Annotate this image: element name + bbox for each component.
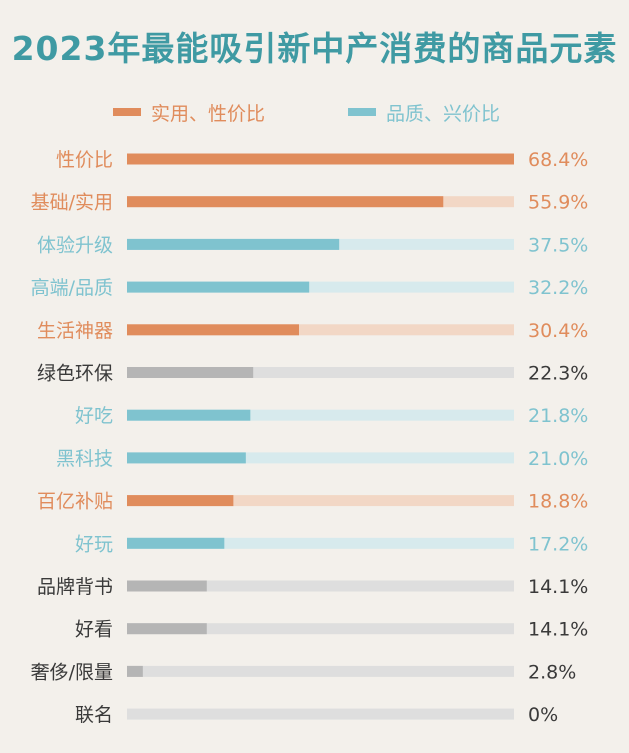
value-label: 68.4% bbox=[528, 149, 588, 171]
bar bbox=[127, 238, 340, 250]
value-label: 17.2% bbox=[528, 533, 588, 555]
value-label: 21.0% bbox=[528, 448, 588, 470]
legend-swatch-teal bbox=[348, 108, 376, 116]
value-label: 32.2% bbox=[528, 277, 588, 299]
category-label: 好玩 bbox=[75, 533, 113, 555]
category-label: 品牌背书 bbox=[37, 576, 113, 598]
value-label: 55.9% bbox=[528, 192, 588, 214]
category-label: 联名 bbox=[75, 704, 113, 726]
value-label: 14.1% bbox=[528, 619, 588, 641]
value-label: 14.1% bbox=[528, 576, 588, 598]
legend-item-practical: 实用、性价比 bbox=[113, 98, 265, 126]
bar bbox=[127, 324, 299, 336]
bar bbox=[127, 409, 251, 421]
category-label: 生活神器 bbox=[37, 320, 113, 342]
bar-track bbox=[127, 665, 514, 677]
bar-track bbox=[127, 537, 514, 549]
bar bbox=[127, 537, 225, 549]
legend: 实用、性价比 品质、兴价比 bbox=[0, 98, 629, 126]
bar bbox=[127, 452, 246, 464]
category-label: 基础/实用 bbox=[31, 192, 113, 214]
bar bbox=[127, 665, 143, 677]
category-label: 高端/品质 bbox=[31, 277, 113, 299]
value-label: 21.8% bbox=[528, 405, 588, 427]
bar bbox=[127, 281, 310, 293]
value-label: 30.4% bbox=[528, 320, 588, 342]
bar-track bbox=[127, 409, 514, 421]
bar bbox=[127, 495, 234, 507]
category-label: 体验升级 bbox=[37, 234, 113, 256]
legend-swatch-orange bbox=[113, 108, 141, 116]
bar-track bbox=[127, 580, 514, 592]
value-label: 2.8% bbox=[528, 661, 576, 683]
value-label: 0% bbox=[528, 704, 558, 726]
bar-track bbox=[127, 281, 514, 293]
category-label: 好看 bbox=[75, 619, 113, 641]
category-label: 黑科技 bbox=[56, 448, 113, 470]
bar-track bbox=[127, 452, 514, 464]
bar bbox=[127, 196, 444, 208]
bar bbox=[127, 367, 254, 378]
bar-track bbox=[127, 708, 514, 720]
legend-label: 实用、性价比 bbox=[151, 102, 266, 125]
category-label: 性价比 bbox=[56, 149, 113, 171]
value-label: 37.5% bbox=[528, 234, 588, 256]
bar-track bbox=[127, 495, 514, 507]
category-label: 奢侈/限量 bbox=[31, 661, 113, 683]
value-label: 18.8% bbox=[528, 491, 588, 513]
category-label: 好吃 bbox=[75, 405, 113, 427]
category-label: 绿色环保 bbox=[37, 363, 113, 385]
bar-track bbox=[127, 623, 514, 635]
category-label: 百亿补贴 bbox=[37, 491, 113, 513]
bar bbox=[127, 580, 207, 592]
legend-item-quality: 品质、兴价比 bbox=[348, 98, 500, 126]
bar-track bbox=[127, 324, 514, 336]
bar bbox=[127, 153, 514, 165]
chart-title: 2023年最能吸引新中产消费的商品元素 bbox=[11, 29, 618, 68]
bar-track bbox=[127, 367, 514, 378]
legend-label: 品质、兴价比 bbox=[386, 102, 501, 125]
value-label: 22.3% bbox=[528, 363, 588, 385]
bar bbox=[127, 623, 207, 635]
